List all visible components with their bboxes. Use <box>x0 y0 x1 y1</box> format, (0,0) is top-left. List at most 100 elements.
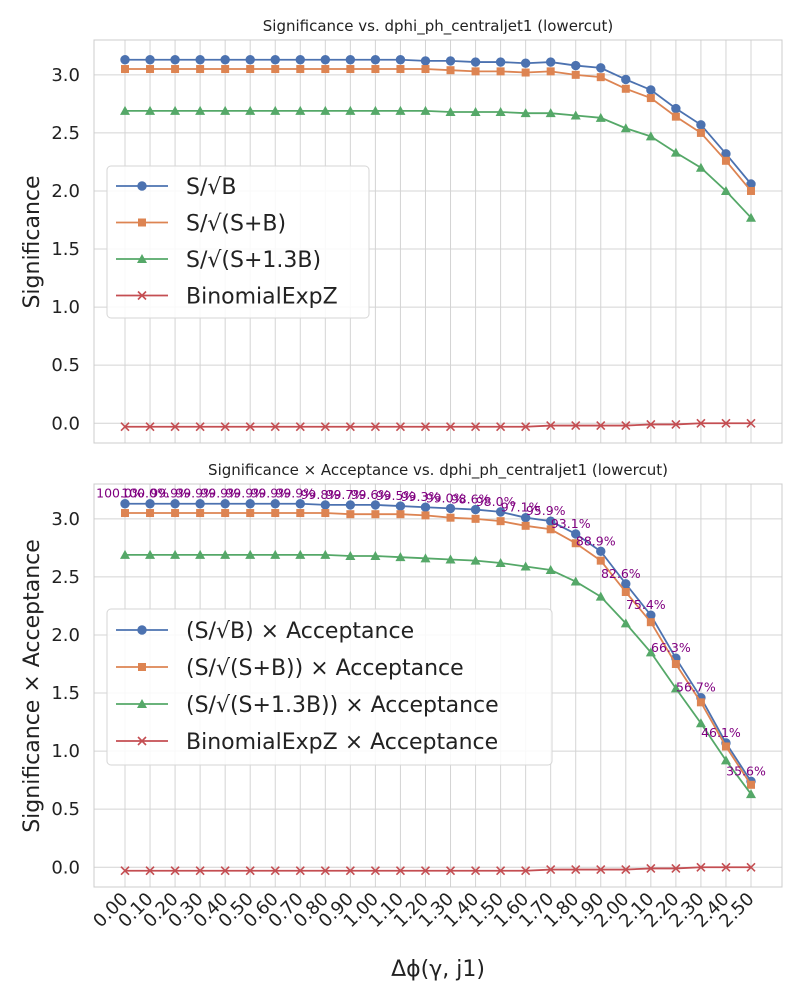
series-line <box>125 68 752 192</box>
data-point <box>246 509 255 518</box>
data-point <box>270 422 280 432</box>
acceptance-label: 99.9% <box>150 486 190 501</box>
data-point <box>120 105 130 115</box>
data-point <box>420 866 431 876</box>
legend-marker <box>137 736 147 746</box>
acceptance-label: 46.1% <box>701 725 741 740</box>
data-point <box>696 120 706 130</box>
data-point <box>221 65 230 74</box>
data-point <box>721 418 731 428</box>
data-point <box>295 549 306 559</box>
data-point <box>495 557 506 567</box>
acceptance-label: 66.3% <box>651 640 691 655</box>
data-point <box>145 499 155 509</box>
data-point <box>145 422 155 432</box>
data-point <box>395 866 406 876</box>
data-point <box>671 103 681 114</box>
legend-label: S/√(S+B) <box>186 212 286 237</box>
data-point <box>195 549 206 559</box>
data-point <box>621 74 631 85</box>
data-point <box>346 510 355 519</box>
legend-marker <box>137 181 147 191</box>
acceptance-label: 35.6% <box>726 763 766 778</box>
data-point <box>420 105 431 115</box>
data-point <box>170 422 180 432</box>
data-point <box>370 422 380 432</box>
y-tick-label: 3.0 <box>51 65 80 86</box>
data-point <box>345 105 356 115</box>
data-point <box>245 499 255 509</box>
data-point <box>170 549 181 559</box>
data-point <box>746 418 756 428</box>
data-point <box>546 67 555 76</box>
data-point <box>695 718 706 728</box>
data-point <box>345 500 356 510</box>
data-point <box>321 65 330 74</box>
legend-marker <box>137 290 147 301</box>
y-tick-label: 2.0 <box>51 181 80 202</box>
data-point <box>420 422 431 432</box>
data-point <box>195 105 206 115</box>
data-point <box>620 123 631 133</box>
data-point <box>445 554 456 564</box>
data-point <box>470 866 481 876</box>
top-y-axis-label: Significance <box>20 175 45 308</box>
data-point <box>495 57 506 67</box>
legend-marker <box>137 699 147 708</box>
data-point <box>145 55 155 65</box>
data-point <box>270 499 280 509</box>
acceptance-label: 75.4% <box>626 597 666 612</box>
data-point <box>646 618 655 627</box>
data-point <box>220 866 230 876</box>
data-point <box>571 539 580 548</box>
bottom-plot-frame <box>93 483 783 888</box>
legend-label: (S/√B) × Acceptance <box>186 619 414 644</box>
data-point <box>121 509 129 518</box>
data-point <box>496 866 506 876</box>
data-point <box>646 863 656 873</box>
data-point <box>571 70 580 79</box>
data-point <box>545 57 556 67</box>
bottom-panel: 100.0%100.0%99.9%99.9%99.9%99.9%99.9%99.… <box>20 461 783 932</box>
acceptance-label: 99.9% <box>175 486 215 501</box>
acceptance-label: 100.0% <box>121 486 169 501</box>
top-plot-frame <box>93 39 783 444</box>
data-point <box>170 55 180 65</box>
data-point <box>470 57 481 67</box>
data-point <box>120 55 130 65</box>
acceptance-label: 99.0% <box>426 490 466 505</box>
legend-label: (S/√(S+1.3B)) × Acceptance <box>186 693 499 718</box>
data-point <box>445 107 456 117</box>
data-point <box>746 789 756 799</box>
data-point <box>445 866 456 876</box>
data-point <box>345 866 355 876</box>
data-point <box>696 698 705 707</box>
data-point <box>120 422 130 432</box>
legend-marker <box>138 663 146 671</box>
data-point <box>747 186 755 195</box>
data-point <box>270 549 281 559</box>
data-point <box>271 65 280 74</box>
series-line <box>125 512 752 786</box>
data-point <box>245 422 255 432</box>
y-tick-label: 3.0 <box>51 509 80 530</box>
data-point <box>621 865 631 875</box>
data-point <box>621 579 631 589</box>
data-point <box>420 56 431 66</box>
acceptance-label: 99.5% <box>376 488 416 503</box>
data-point <box>221 509 230 518</box>
data-point <box>445 503 456 514</box>
data-point <box>521 866 531 876</box>
data-point <box>320 422 330 432</box>
data-point <box>521 68 530 77</box>
data-point <box>645 647 656 657</box>
data-point <box>245 866 255 876</box>
data-point <box>445 56 456 66</box>
series-line <box>125 58 752 185</box>
data-point <box>446 66 455 75</box>
data-point <box>120 866 130 876</box>
data-point <box>371 510 380 519</box>
acceptance-label: 98.6% <box>451 492 491 507</box>
data-point <box>170 499 180 509</box>
acceptance-label: 97.1% <box>501 500 541 515</box>
